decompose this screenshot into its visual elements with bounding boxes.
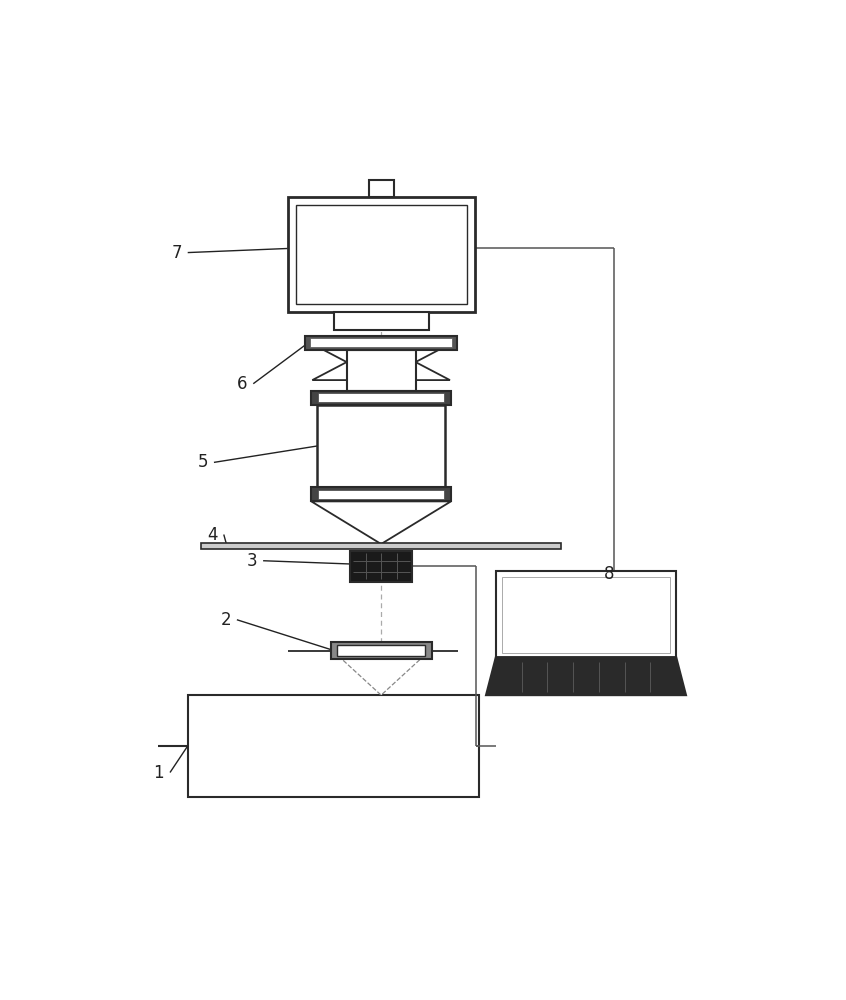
Bar — [338, 645, 425, 656]
Bar — [311, 487, 451, 501]
Bar — [318, 393, 444, 402]
Bar — [333, 312, 429, 330]
Polygon shape — [312, 344, 450, 380]
Polygon shape — [311, 501, 451, 544]
Text: 7: 7 — [171, 244, 182, 262]
Bar — [310, 338, 452, 347]
Polygon shape — [342, 659, 420, 695]
Bar — [350, 551, 412, 582]
Bar — [331, 642, 431, 659]
Bar — [503, 577, 670, 653]
Bar — [201, 543, 562, 549]
Text: 1: 1 — [154, 764, 164, 782]
Text: 8: 8 — [604, 565, 614, 583]
Bar — [288, 197, 475, 312]
Polygon shape — [486, 657, 686, 695]
Bar — [188, 695, 480, 797]
Text: 5: 5 — [198, 453, 208, 471]
Bar — [295, 205, 467, 304]
Bar — [311, 391, 451, 405]
Bar — [318, 490, 444, 499]
Text: 2: 2 — [221, 611, 231, 629]
Polygon shape — [312, 344, 450, 380]
Text: 6: 6 — [237, 375, 247, 393]
Bar — [496, 571, 676, 659]
Bar — [317, 405, 445, 487]
Bar — [369, 180, 393, 197]
Text: 3: 3 — [247, 552, 257, 570]
Text: 4: 4 — [207, 526, 218, 544]
Bar — [305, 336, 457, 350]
Bar — [347, 350, 415, 391]
